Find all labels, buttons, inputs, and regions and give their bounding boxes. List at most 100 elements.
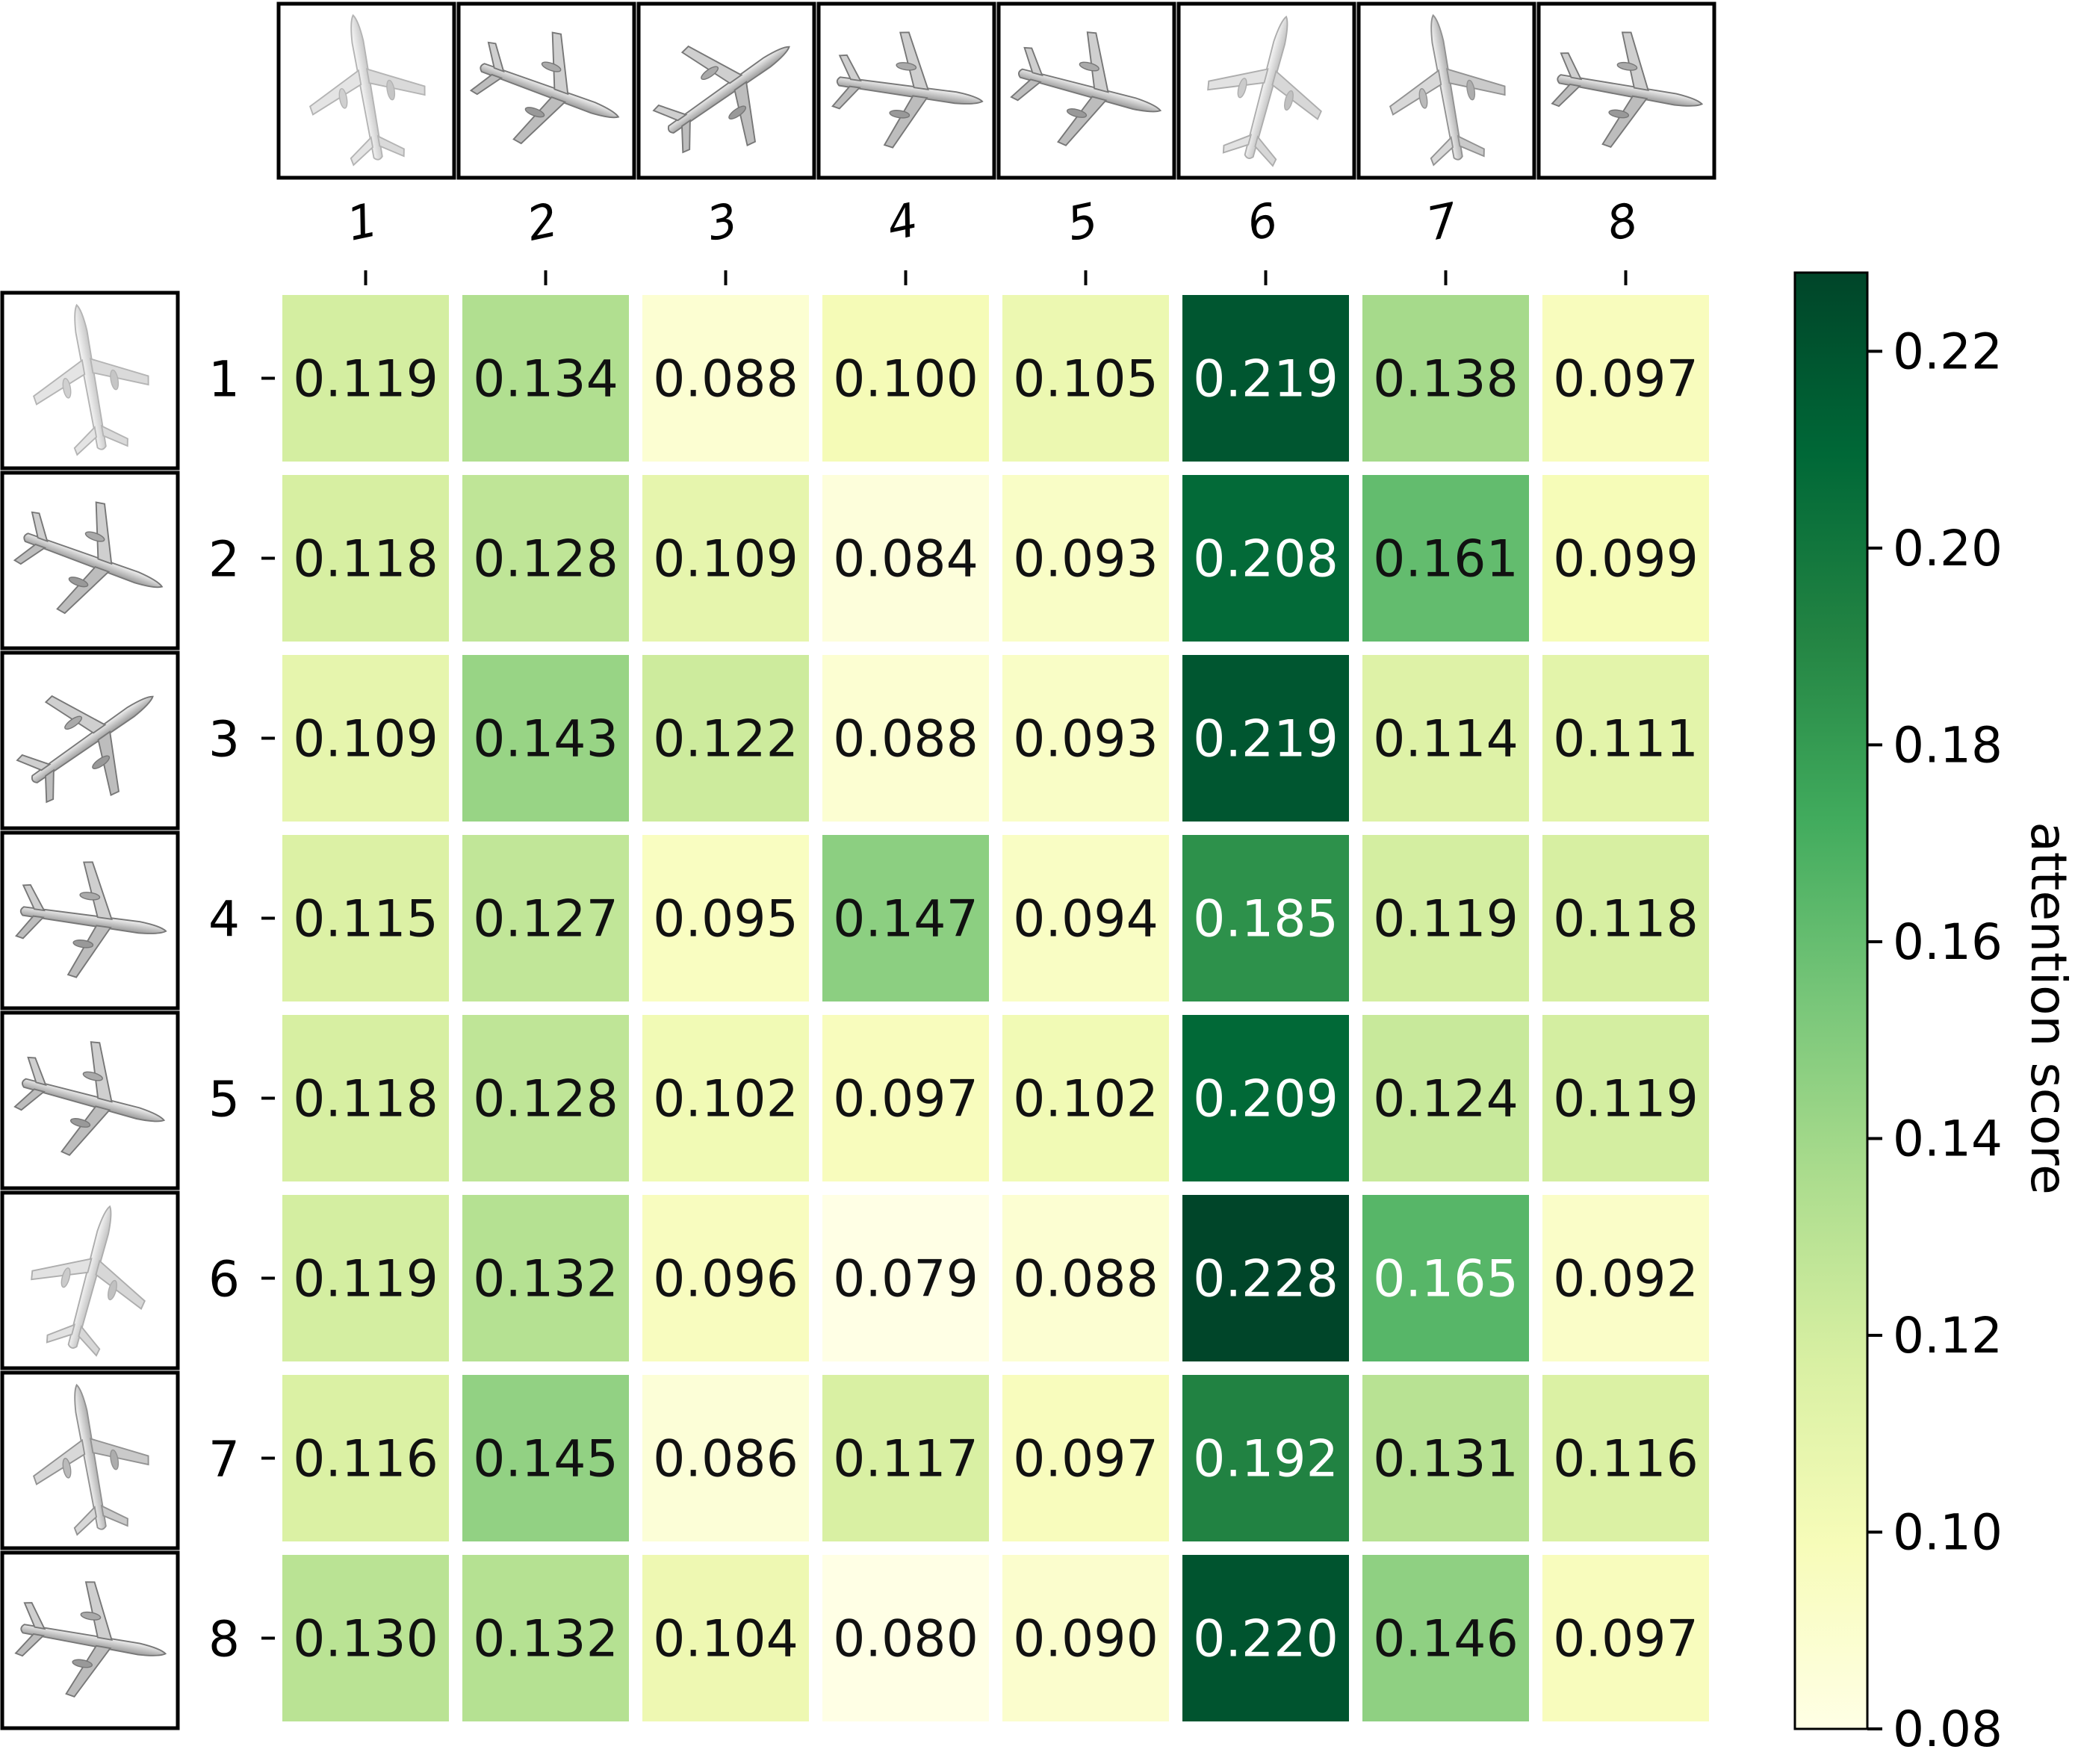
heatmap-cell	[282, 835, 449, 1001]
cell-value-label: 0.185	[1193, 890, 1339, 949]
cell-value-label: 0.084	[833, 530, 978, 589]
heatmap-cell	[642, 475, 809, 642]
airplane-thumbnail-icon	[0, 1550, 180, 1730]
colorbar-tick-label: 0.08	[1893, 1701, 2003, 1758]
x-tick-label: 5	[1062, 192, 1102, 252]
airplane-thumbnail-icon	[1176, 1, 1356, 180]
cell-value-label: 0.102	[653, 1070, 798, 1129]
colorbar-ticks: 0.08 0.10 0.12 0.14 0.16 0.18 0.20 0.22	[1867, 323, 2003, 1758]
airplane-thumbnail-icon	[634, 0, 824, 180]
heatmap-cell	[642, 1375, 809, 1541]
x-tick-label: 4	[882, 192, 922, 252]
x-axis-ticks: 1 2 3 4 5 6 7 8	[342, 192, 1643, 285]
heatmap-cell	[1002, 475, 1169, 642]
colorbar-tick-label: 0.10	[1893, 1503, 2003, 1561]
cell-value-label: 0.161	[1373, 530, 1519, 589]
cell-value-label: 0.134	[473, 350, 618, 409]
colorbar-tick-label: 0.20	[1893, 520, 2003, 577]
airplane-thumbnail-icon	[0, 647, 187, 830]
cell-value-label: 0.100	[833, 350, 978, 409]
airplane-thumbnail-icon	[816, 1, 996, 180]
cell-value-label: 0.086	[653, 1430, 798, 1489]
heatmap-cell	[822, 475, 989, 642]
y-tick-label: 3	[208, 711, 240, 768]
cell-value-label: 0.097	[1553, 1610, 1699, 1669]
heatmap-cell	[1182, 1555, 1349, 1721]
top-thumbnails	[276, 0, 1716, 180]
heatmap-cell	[1002, 1555, 1169, 1721]
colorbar-label: attention score	[2020, 822, 2075, 1194]
airplane-thumbnail-icon	[456, 1, 639, 180]
airplane-thumbnail-icon	[996, 1, 1176, 180]
y-tick-label: 2	[208, 531, 240, 588]
cell-value-label: 0.132	[473, 1250, 618, 1309]
heatmap-cell	[1542, 1195, 1709, 1361]
heatmap-cell	[1362, 1195, 1529, 1361]
heatmap-cell	[642, 835, 809, 1001]
heatmap-cell	[282, 475, 449, 642]
cell-value-label: 0.097	[1553, 350, 1699, 409]
x-tick-label: 1	[342, 192, 382, 252]
cell-value-label: 0.119	[1373, 890, 1519, 949]
heatmap-cell	[462, 655, 629, 822]
cell-value-label: 0.117	[833, 1430, 978, 1489]
heatmap-cell	[642, 1195, 809, 1361]
colorbar-tick-label: 0.18	[1893, 716, 2003, 774]
colorbar-gradient	[1793, 271, 1869, 1730]
cell-value-label: 0.208	[1193, 530, 1339, 589]
heatmap-cell	[1002, 1375, 1169, 1541]
cell-value-label: 0.105	[1013, 350, 1159, 409]
cell-value-label: 0.109	[293, 710, 438, 769]
airplane-thumbnail-icon	[0, 1370, 180, 1550]
x-tick-label: 2	[522, 192, 562, 252]
heatmap-cell	[1362, 1375, 1529, 1541]
heatmap-cell	[462, 1195, 629, 1361]
heatmap-cell	[462, 1015, 629, 1181]
heatmap-cell	[1182, 295, 1349, 462]
heatmap-cell	[822, 1375, 989, 1541]
y-tick-label: 7	[208, 1431, 240, 1488]
heatmap-cell	[822, 655, 989, 822]
heatmap-cell	[1182, 655, 1349, 822]
airplane-thumbnail-icon	[1536, 1, 1716, 180]
cell-value-label: 0.209	[1193, 1070, 1339, 1129]
cell-value-label: 0.094	[1013, 890, 1159, 949]
heatmap-cell	[822, 1555, 989, 1721]
heatmap-cell	[462, 475, 629, 642]
heatmap-cell	[462, 295, 629, 462]
airplane-thumbnail-icon	[0, 470, 183, 650]
cell-value-label: 0.118	[293, 530, 438, 589]
cell-value-label: 0.165	[1373, 1250, 1519, 1309]
airplane-thumbnail-icon	[0, 1190, 180, 1370]
cell-value-label: 0.093	[1013, 710, 1159, 769]
heatmap-cell	[1542, 655, 1709, 822]
y-axis-ticks: 1 2 3 4 5 6 7 8	[208, 351, 275, 1668]
cell-value-label: 0.109	[653, 530, 798, 589]
cell-value-label: 0.132	[473, 1610, 618, 1669]
cell-value-label: 0.095	[653, 890, 798, 949]
cell-value-label: 0.147	[833, 890, 978, 949]
heatmap-cell	[282, 1555, 449, 1721]
heatmap-cell	[462, 835, 629, 1001]
cell-value-label: 0.119	[293, 1250, 438, 1309]
x-tick-label: 3	[702, 192, 742, 252]
cell-value-label: 0.118	[293, 1070, 438, 1129]
y-tick-label: 6	[208, 1251, 240, 1308]
heatmap-cell	[1362, 295, 1529, 462]
airplane-thumbnail-icon	[0, 830, 180, 1010]
heatmap-cell	[822, 1195, 989, 1361]
heatmap-cell	[282, 1375, 449, 1541]
heatmap-cell	[822, 1015, 989, 1181]
heatmap-cell	[1182, 1015, 1349, 1181]
heatmap-cell	[1182, 1375, 1349, 1541]
heatmap-cell	[1362, 835, 1529, 1001]
colorbar-tick-label: 0.22	[1893, 323, 2003, 380]
heatmap-cell	[462, 1555, 629, 1721]
x-tick-label: 8	[1602, 192, 1643, 252]
cell-value-label: 0.088	[653, 350, 798, 409]
heatmap-cell	[282, 295, 449, 462]
heatmap-cell	[1362, 1555, 1529, 1721]
cell-value-label: 0.192	[1193, 1430, 1339, 1489]
heatmap-cell	[1542, 1375, 1709, 1541]
